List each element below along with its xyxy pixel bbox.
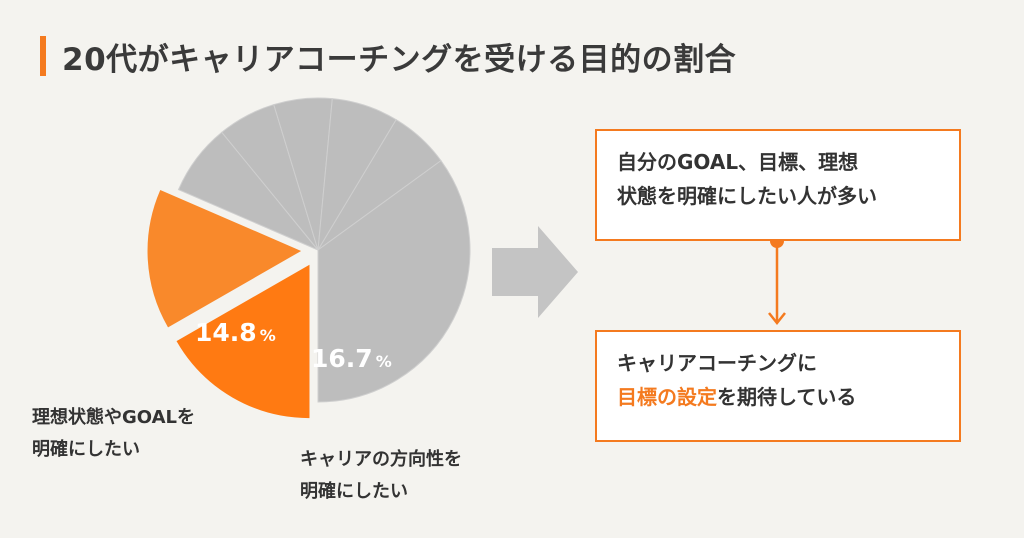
down-arrow-icon [768, 312, 786, 326]
pie-slice-8 [317, 159, 471, 403]
pie-slices [147, 97, 471, 419]
right-arrow-icon [492, 226, 578, 318]
caption-slice-2: 理想状態やGOALを 明確にしたい [32, 407, 195, 460]
insight-box-1: 自分のGOAL、目標、理想 状態を明確にしたい人が多い [595, 129, 961, 241]
page-title: 20代がキャリアコーチングを受ける目的の割合 [62, 42, 737, 78]
slice-value-label-2: 14.8% [195, 318, 276, 347]
slice-value-label-1: 16.7% [311, 344, 392, 373]
pie-slice-2 [147, 189, 302, 328]
pie-slice-1 [176, 264, 310, 419]
insight-box-2: キャリアコーチングに 目標の設定を期待している [595, 330, 961, 442]
caption-slice-1: キャリアの方向性を 明確にしたい [300, 449, 462, 502]
title-accent-bar [40, 36, 46, 76]
highlight-goal-setting: 目標の設定 [617, 385, 717, 409]
